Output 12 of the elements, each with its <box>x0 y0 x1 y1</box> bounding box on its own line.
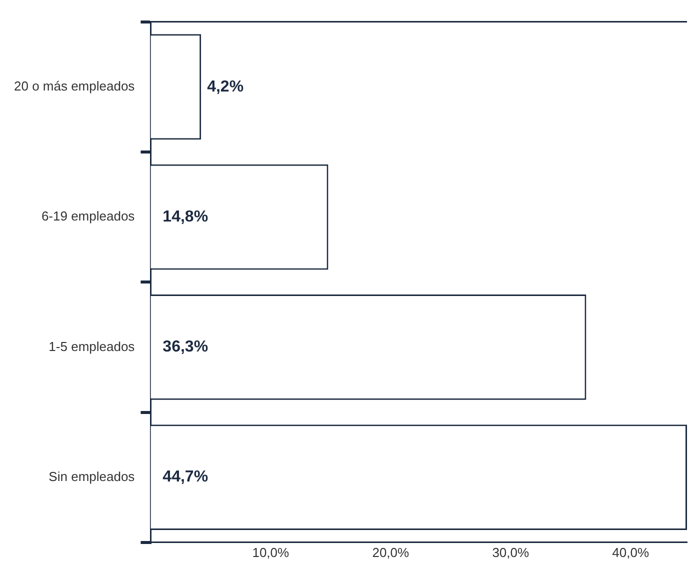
y-tick-label: Sin empleados <box>48 468 136 484</box>
data-label: 44,7% <box>162 468 208 486</box>
data-label: 36,3% <box>162 338 208 356</box>
y-tick-label: 20 o más empleados <box>14 78 136 94</box>
y-tick-label: 6-19 empleados <box>41 208 136 224</box>
data-label: 14,8% <box>162 208 208 226</box>
x-tick-label: 20,0% <box>372 544 410 560</box>
x-tick-label: 10,0% <box>252 544 290 560</box>
data-label: 4,2% <box>207 78 244 96</box>
x-tick-label: 40,0% <box>612 544 650 560</box>
y-tick-label: 1-5 empleados <box>48 338 136 354</box>
x-tick-label: 30,0% <box>492 544 530 560</box>
